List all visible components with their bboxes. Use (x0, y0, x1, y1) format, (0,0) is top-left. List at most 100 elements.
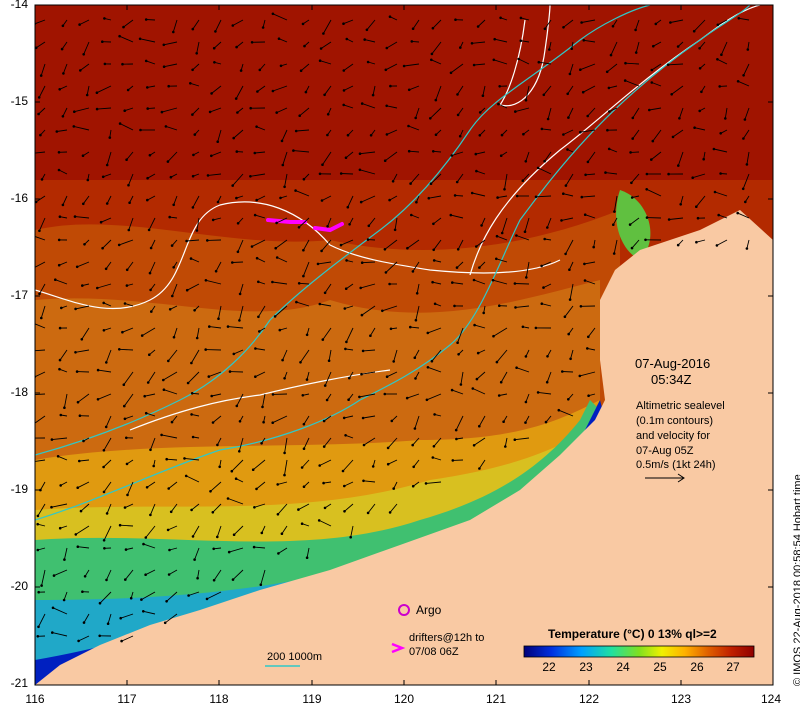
velocity-arrow (359, 169, 376, 175)
velocity-arrow-head (719, 132, 722, 135)
velocity-arrow-head (163, 621, 167, 625)
velocity-arrow-head (392, 487, 396, 490)
velocity-arrow-head (318, 302, 322, 306)
colorbar-tick: 25 (653, 660, 667, 674)
colorbar-tick: 23 (579, 660, 593, 674)
colorbar-tick: 27 (726, 660, 740, 674)
velocity-arrow-head (147, 228, 151, 232)
velocity-arrow (541, 261, 552, 267)
velocity-arrow-head (169, 175, 173, 179)
velocity-arrow (431, 349, 442, 362)
velocity-arrow (581, 19, 596, 23)
velocity-arrow-head (79, 509, 83, 513)
velocity-arrow (212, 415, 222, 423)
velocity-arrow (451, 151, 464, 156)
velocity-arrow-head (321, 163, 324, 166)
velocity-arrow-head (580, 195, 584, 199)
velocity-arrow-head (38, 292, 41, 296)
velocity-arrow (254, 503, 266, 508)
velocity-arrow-head (144, 18, 148, 21)
velocity-arrow-head (323, 506, 327, 510)
velocity-arrow-head (341, 469, 345, 473)
velocity-arrow (147, 371, 156, 383)
velocity-arrow (39, 283, 46, 295)
velocity-arrow-head (326, 225, 329, 228)
velocity-arrow (585, 173, 596, 176)
velocity-arrow-head (645, 188, 648, 191)
velocity-arrow (35, 151, 46, 154)
velocity-arrow-head (117, 243, 121, 247)
velocity-arrow-head (125, 158, 128, 161)
velocity-arrow (170, 503, 178, 513)
velocity-arrow-head (105, 361, 108, 364)
velocity-arrow-head (30, 321, 33, 324)
velocity-arrow (105, 415, 112, 428)
land-mass (35, 210, 773, 685)
velocity-arrow-head (449, 71, 453, 75)
velocity-arrow (141, 327, 156, 336)
velocity-arrow (744, 107, 750, 120)
altimetry-line: 0.5m/s (1kt 24h) (636, 459, 716, 471)
velocity-arrow (57, 455, 68, 461)
velocity-arrow-head (295, 300, 298, 304)
velocity-arrow-head (256, 90, 259, 93)
velocity-arrow (171, 415, 178, 423)
velocity-arrow (541, 303, 552, 307)
velocity-arrow (102, 239, 112, 249)
velocity-arrow (306, 547, 310, 558)
velocity-arrow-head (666, 63, 670, 67)
velocity-arrow (693, 19, 706, 32)
velocity-arrow-head (78, 23, 81, 26)
velocity-arrow-head (102, 465, 105, 469)
velocity-arrow-head (102, 329, 106, 332)
velocity-arrow-head (303, 44, 306, 48)
velocity-arrow (635, 41, 640, 53)
velocity-arrow-head (406, 246, 409, 250)
velocity-arrow (255, 348, 266, 351)
velocity-arrow (482, 85, 486, 96)
velocity-arrow (343, 63, 354, 71)
velocity-arrow (237, 239, 244, 252)
velocity-arrow-head (366, 511, 370, 515)
lat-label: -21 (10, 676, 28, 690)
velocity-arrow (63, 393, 68, 408)
velocity-arrow (363, 480, 376, 483)
velocity-arrow (433, 239, 442, 251)
velocity-arrow-head (459, 383, 463, 386)
velocity-arrow (74, 107, 90, 113)
velocity-arrow-head (167, 84, 170, 88)
velocity-arrow (344, 503, 354, 512)
velocity-arrow (404, 63, 420, 67)
velocity-arrow-head (82, 621, 86, 624)
velocity-arrow-head (431, 26, 435, 30)
velocity-arrow-head (271, 393, 275, 396)
velocity-arrow (324, 85, 332, 96)
velocity-arrow-head (430, 359, 434, 363)
velocity-arrow-head (519, 16, 523, 20)
velocity-arrow (452, 282, 464, 285)
velocity-arrow-head (211, 421, 215, 424)
velocity-arrow-head (37, 112, 40, 116)
velocity-arrow-head (78, 414, 82, 418)
velocity-arrow (366, 19, 376, 31)
velocity-arrow-head (40, 178, 44, 181)
velocity-arrow (432, 19, 442, 29)
velocity-arrow (583, 39, 596, 43)
velocity-arrow-head (60, 47, 64, 51)
velocity-arrow (651, 63, 662, 71)
velocity-arrow-head (691, 176, 694, 179)
velocity-arrow-head (273, 315, 277, 318)
velocity-arrow-head (145, 486, 149, 489)
velocity-arrow-head (206, 174, 210, 177)
velocity-arrow-head (742, 137, 745, 140)
velocity-arrow-head (32, 267, 35, 270)
velocity-arrow-head (453, 304, 456, 308)
velocity-arrow (649, 107, 662, 111)
velocity-arrow-head (168, 548, 171, 552)
velocity-arrow-head (388, 15, 392, 18)
velocity-arrow (368, 217, 376, 227)
velocity-arrow-head (235, 196, 238, 200)
velocity-arrow (140, 38, 156, 43)
velocity-arrow-head (213, 61, 216, 64)
velocity-arrow-head (193, 558, 196, 561)
